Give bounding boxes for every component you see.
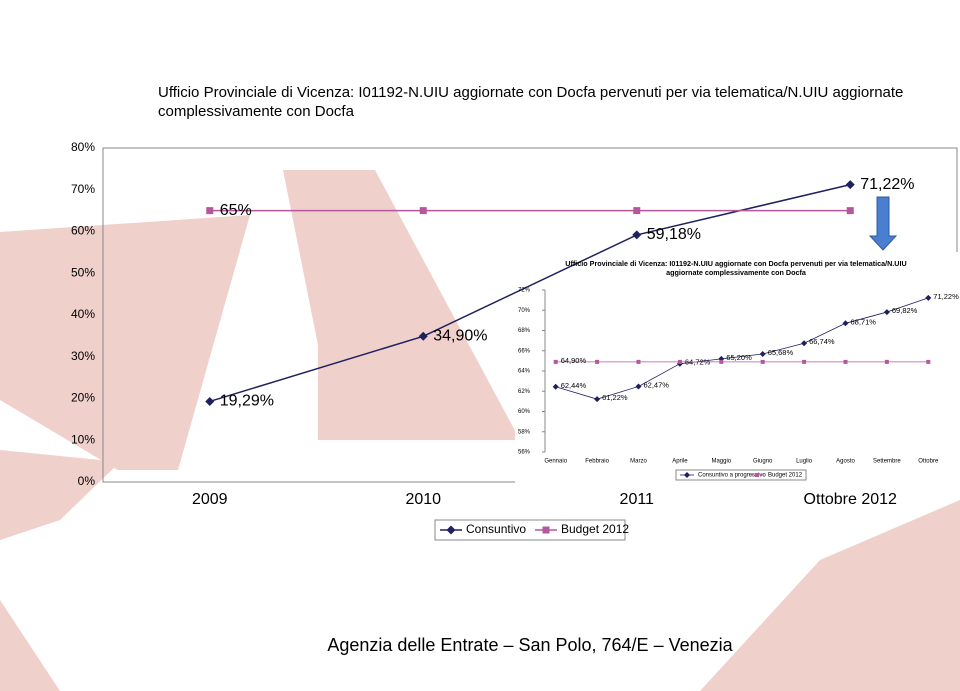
chart-title: Ufficio Provinciale di Vicenza: I01192-N…: [158, 84, 904, 120]
marker: [760, 359, 765, 364]
background-shapes: [0, 170, 960, 691]
value-label: 65%: [220, 202, 252, 219]
legend-label: Consuntivo: [466, 522, 526, 536]
marker: [801, 340, 808, 347]
x-tick-label: 2009: [192, 491, 228, 508]
y-tick-label: 40%: [71, 307, 95, 321]
x-tick-label: Gennaio: [544, 459, 567, 465]
marker: [677, 359, 682, 364]
y-tick-label: 0%: [78, 474, 96, 488]
legend-label: Consuntivo a progressivo: [698, 473, 766, 479]
value-label: 62,44%: [561, 381, 587, 390]
marker: [418, 331, 428, 341]
marker: [553, 359, 558, 364]
value-label: 65,68%: [768, 348, 794, 357]
x-tick-label: 2010: [405, 491, 441, 508]
marker: [684, 472, 690, 478]
marker: [542, 526, 550, 534]
legend-box: [675, 469, 807, 481]
marker: [884, 359, 889, 364]
value-label: 34,90%: [433, 328, 487, 345]
y-tick-label: 20%: [71, 391, 95, 405]
marker: [846, 207, 854, 215]
inset-background: [515, 252, 958, 484]
marker: [926, 359, 931, 364]
marker: [843, 359, 848, 364]
value-label: 68,71%: [851, 317, 877, 326]
value-label: 69,82%: [892, 306, 918, 315]
inset-title: Ufficio Provinciale di Vicenza: I01192-N…: [565, 259, 907, 277]
y-tick-label: 62%: [518, 389, 531, 395]
footer: Agenzia delle Entrate – San Polo, 764/E …: [327, 635, 733, 655]
marker: [883, 309, 890, 316]
value-label: 65,20%: [726, 353, 752, 362]
y-tick-label: 72%: [518, 288, 531, 294]
marker: [636, 359, 641, 364]
y-tick-label: 58%: [518, 429, 531, 435]
y-tick-label: 50%: [71, 265, 95, 279]
marker: [205, 396, 215, 406]
x-tick-label: Aprile: [672, 459, 688, 465]
legend-box: [434, 519, 626, 541]
marker: [802, 359, 807, 364]
value-label: 59,18%: [647, 226, 701, 243]
marker: [845, 180, 855, 190]
y-tick-label: 70%: [71, 182, 95, 196]
y-tick-label: 66%: [518, 348, 531, 354]
value-label: 61,22%: [602, 393, 628, 402]
x-tick-label: Febbraio: [585, 459, 609, 465]
x-tick-label: 2011: [620, 491, 655, 508]
x-tick-label: Maggio: [711, 459, 731, 465]
y-tick-label: 80%: [71, 140, 95, 154]
y-tick-label: 60%: [518, 409, 531, 415]
legend-label: Budget 2012: [561, 522, 629, 536]
x-tick-label: Settembre: [873, 459, 901, 465]
x-tick-label: Agosto: [836, 459, 855, 465]
y-tick-label: 56%: [518, 450, 531, 456]
x-tick-label: Ottobre 2012: [804, 491, 898, 508]
y-tick-label: 64%: [518, 369, 531, 375]
value-label: 71,22%: [933, 292, 959, 301]
marker: [842, 320, 849, 327]
x-tick-label: Giugno: [753, 459, 773, 465]
x-tick-label: Ottobre: [918, 459, 939, 465]
legend-label: Budget 2012: [768, 473, 803, 479]
value-label: 71,22%: [860, 176, 914, 193]
x-tick-label: Marzo: [630, 459, 647, 465]
marker: [419, 207, 427, 215]
marker: [635, 383, 642, 390]
value-label: 19,29%: [220, 393, 274, 410]
series-line: [555, 297, 929, 400]
marker: [594, 396, 601, 403]
marker: [552, 383, 559, 390]
marker: [446, 525, 456, 535]
value-label: 66,74%: [809, 337, 835, 346]
marker: [759, 350, 766, 357]
y-tick-label: 30%: [71, 349, 95, 363]
marker: [755, 473, 759, 477]
marker: [633, 207, 641, 215]
y-tick-label: 68%: [518, 328, 531, 334]
marker: [595, 359, 600, 364]
x-tick-label: Luglio: [796, 459, 813, 465]
arrow: [868, 196, 898, 251]
y-tick-label: 70%: [518, 308, 531, 314]
marker: [925, 294, 932, 301]
marker: [632, 230, 642, 240]
marker: [719, 359, 724, 364]
y-tick-label: 60%: [71, 224, 95, 238]
y-tick-label: 10%: [71, 432, 95, 446]
series-line: [209, 183, 851, 403]
value-label: 64,90%: [561, 356, 587, 365]
marker: [206, 207, 214, 215]
value-label: 62,47%: [644, 380, 670, 389]
